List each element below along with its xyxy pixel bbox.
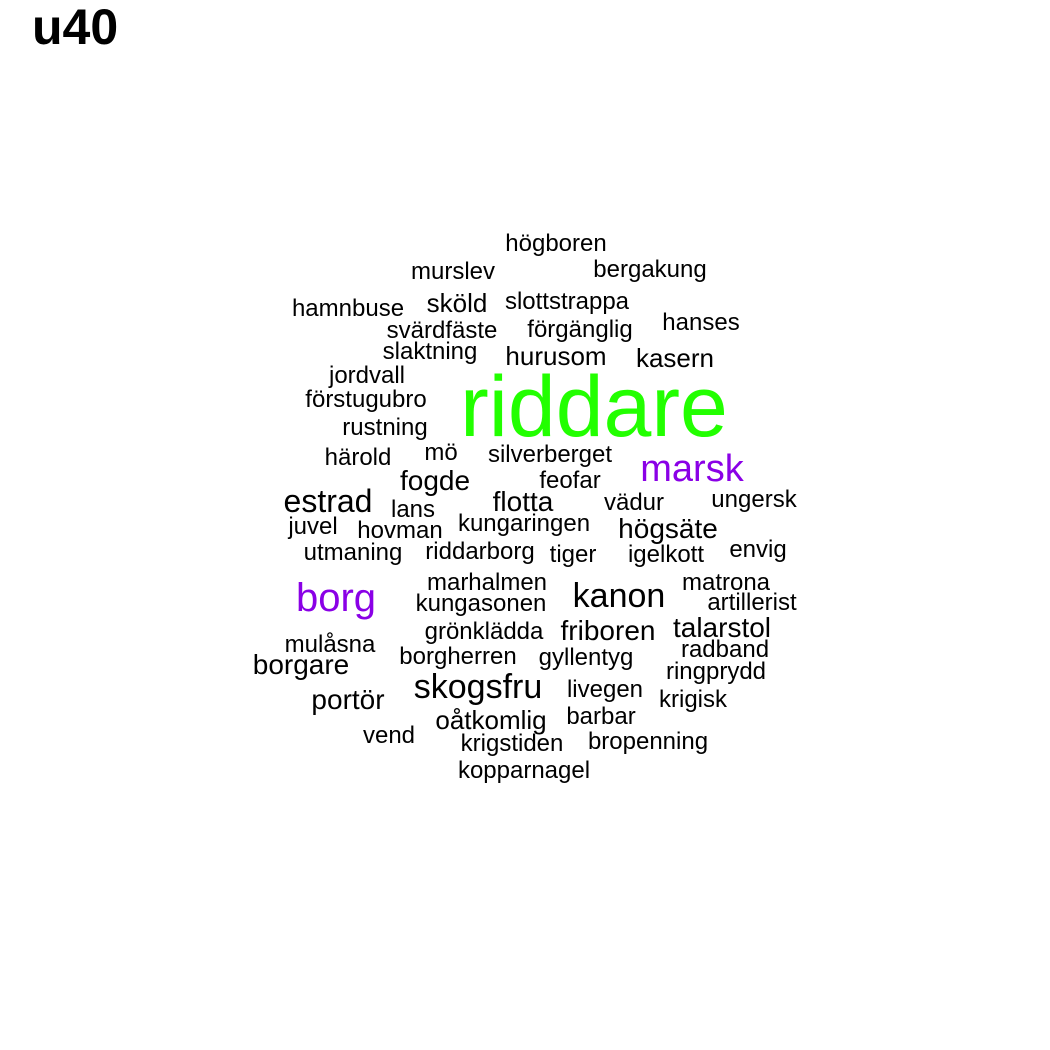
- cloud-word: bropenning: [587, 728, 709, 755]
- cloud-word: grönklädda: [424, 618, 544, 645]
- cloud-word: mulåsna: [284, 631, 376, 658]
- cloud-word: borg: [295, 576, 377, 620]
- cloud-word: matrona: [681, 569, 771, 596]
- cloud-word: gyllentyg: [538, 644, 634, 671]
- cloud-word: borgherren: [399, 643, 517, 670]
- cloud-word: radband: [680, 636, 770, 663]
- cloud-word: krigisk: [658, 686, 728, 713]
- cloud-word: hanses: [662, 309, 740, 336]
- cloud-word: härold: [324, 444, 392, 471]
- cloud-word: krigstiden: [460, 730, 564, 757]
- cloud-word: hamnbuse: [291, 295, 405, 322]
- cloud-word: lans: [390, 496, 436, 523]
- cloud-word: marsk: [640, 448, 744, 490]
- cloud-word: kanon: [572, 577, 666, 615]
- cloud-word: borgare: [252, 649, 350, 680]
- cloud-word: barbar: [566, 703, 636, 730]
- cloud-word: hovman: [357, 517, 443, 544]
- cloud-word: utmaning: [303, 539, 403, 566]
- cloud-word: feofar: [539, 467, 601, 494]
- cloud-word: högboren: [505, 230, 607, 257]
- cloud-word: slaktning: [382, 338, 478, 365]
- cloud-title: u40: [32, 0, 119, 55]
- cloud-word: ringprydd: [665, 658, 767, 685]
- cloud-word: vend: [362, 722, 416, 749]
- cloud-word: kasern: [635, 343, 715, 373]
- cloud-word: mö: [424, 439, 458, 466]
- cloud-word: kopparnagel: [457, 757, 591, 784]
- cloud-word: riddarborg: [425, 538, 535, 565]
- cloud-word: riddare: [460, 359, 728, 455]
- cloud-word: kungasonen: [415, 590, 547, 617]
- cloud-word: slottstrappa: [504, 288, 630, 315]
- cloud-word: rustning: [342, 414, 428, 441]
- cloud-word: vädur: [603, 489, 665, 516]
- cloud-word: ungersk: [711, 486, 797, 513]
- cloud-word: marhalmen: [426, 569, 548, 596]
- cloud-word: livegen: [566, 676, 644, 703]
- cloud-word: sköld: [426, 288, 488, 318]
- cloud-word: silverberget: [487, 441, 613, 468]
- cloud-word: portör: [311, 684, 385, 715]
- cloud-word: talarstol: [672, 612, 772, 643]
- cloud-word: friboren: [560, 615, 656, 646]
- cloud-word: envig: [729, 536, 787, 563]
- cloud-word: juvel: [288, 513, 338, 540]
- cloud-word: kungaringen: [457, 510, 591, 537]
- cloud-word: tiger: [549, 541, 597, 568]
- cloud-word: förstugubro: [305, 386, 427, 413]
- cloud-word: förgänglig: [527, 316, 633, 343]
- cloud-word: skogsfru: [413, 668, 543, 706]
- cloud-word: högsäte: [618, 513, 718, 544]
- cloud-word: bergakung: [593, 256, 707, 283]
- cloud-word: artillerist: [707, 589, 797, 616]
- cloud-word: fogde: [399, 465, 471, 496]
- cloud-word: murslev: [410, 258, 496, 285]
- cloud-word: flotta: [492, 486, 554, 517]
- cloud-word: hurusom: [505, 341, 607, 371]
- cloud-word: svärdfäste: [386, 317, 498, 344]
- cloud-word: estrad: [283, 483, 373, 519]
- cloud-word: igelkott: [627, 541, 705, 568]
- cloud-word: jordvall: [328, 362, 406, 389]
- cloud-word: oåtkomlig: [435, 705, 547, 735]
